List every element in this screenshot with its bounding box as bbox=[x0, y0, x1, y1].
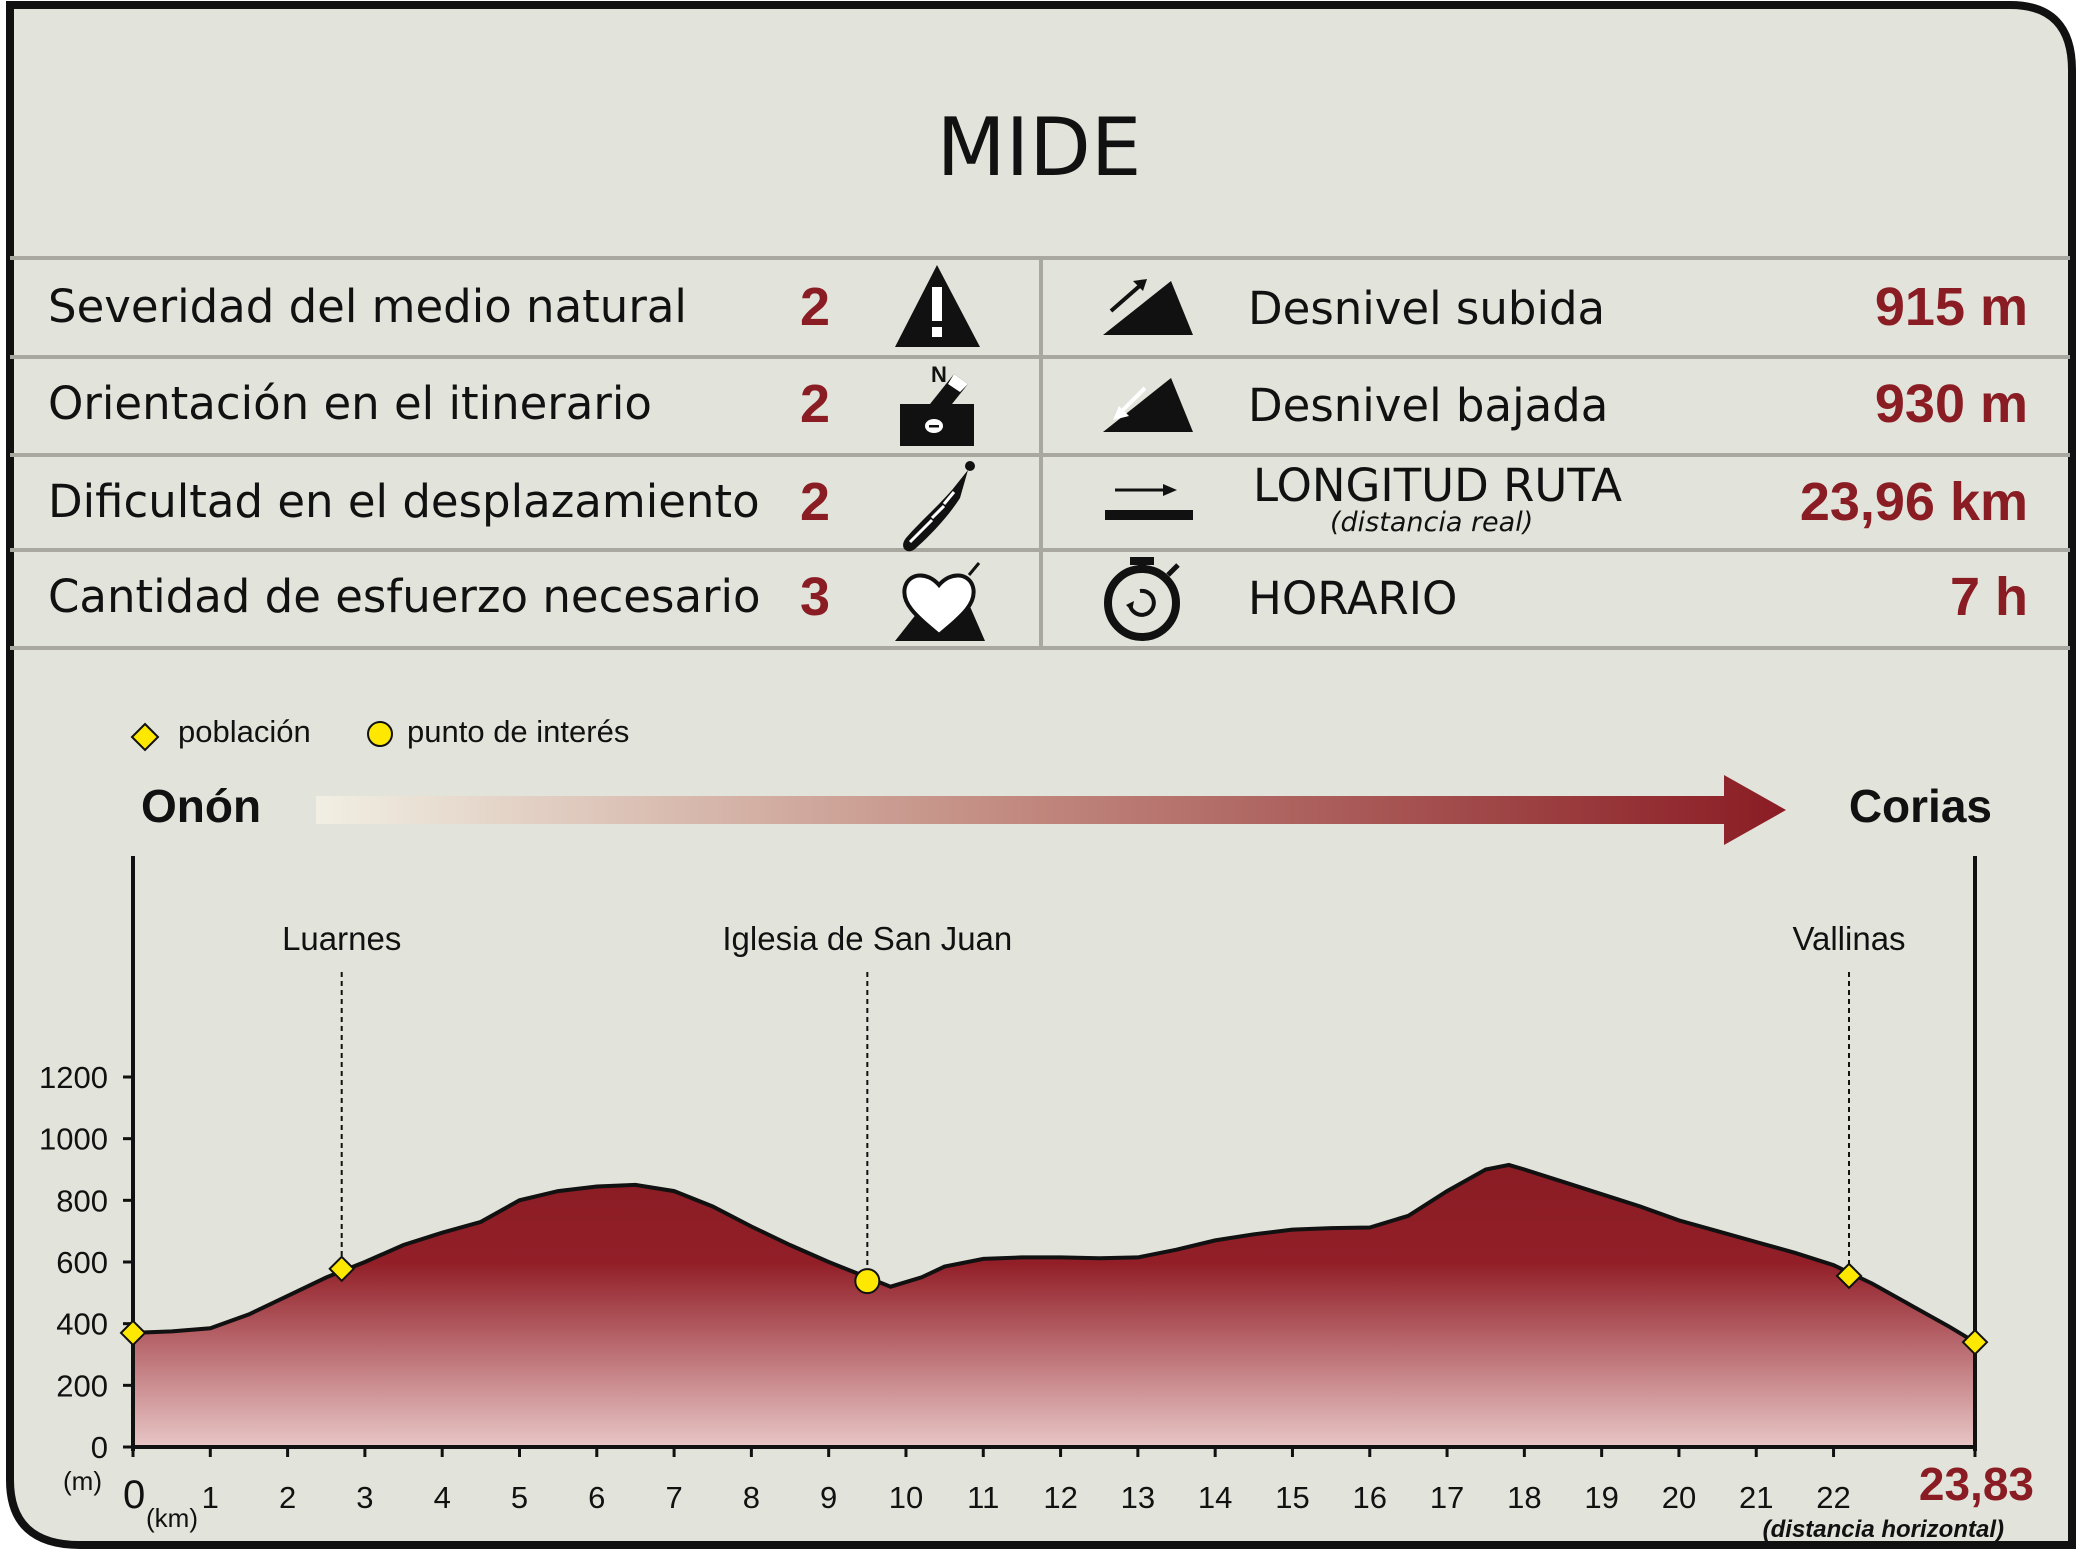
x-tick-label: 15 bbox=[1275, 1480, 1309, 1515]
legend-town-label: población bbox=[178, 714, 311, 749]
x-tick-label: 5 bbox=[511, 1480, 528, 1515]
route-row-value: 930 m bbox=[1874, 374, 2028, 434]
point-label: Vallinas bbox=[1792, 920, 1905, 957]
mide-row-value: 2 bbox=[800, 374, 831, 434]
route-row-value: 7 h bbox=[1949, 567, 2028, 627]
x-tick-label: 18 bbox=[1507, 1480, 1541, 1515]
x-tick-label: 21 bbox=[1739, 1480, 1773, 1515]
route-row-value: 915 m bbox=[1874, 277, 2028, 337]
town-marker bbox=[1835, 1262, 1863, 1290]
x-tick-label: 20 bbox=[1662, 1480, 1696, 1515]
x-tick-label: 8 bbox=[743, 1480, 760, 1515]
start-location: Onón bbox=[141, 780, 261, 832]
x-tick-label: 14 bbox=[1198, 1480, 1232, 1515]
x-axis-unit: (km) bbox=[146, 1503, 198, 1533]
y-tick-label: 1200 bbox=[39, 1060, 108, 1095]
footprint-icon bbox=[903, 461, 975, 552]
distance-arrow-icon bbox=[1105, 484, 1193, 520]
mide-row-value: 2 bbox=[800, 277, 831, 337]
mide-row-value: 2 bbox=[800, 472, 831, 532]
x-tick-label: 22 bbox=[1816, 1480, 1850, 1515]
descent-slope-icon bbox=[1103, 378, 1193, 432]
x-tick-label: 0 bbox=[123, 1473, 145, 1517]
svg-text:N: N bbox=[931, 362, 947, 387]
warning-triangle-icon bbox=[895, 265, 980, 347]
mide-row-label: Dificultad en el desplazamiento bbox=[48, 475, 760, 528]
y-tick-label: 600 bbox=[56, 1245, 108, 1280]
page-title: MIDE bbox=[937, 101, 1142, 194]
town-marker bbox=[328, 1255, 356, 1283]
x-tick-label: 2 bbox=[279, 1480, 296, 1515]
y-tick-label: 200 bbox=[56, 1368, 108, 1403]
y-tick-label: 1000 bbox=[39, 1122, 108, 1157]
legend-poi-label: punto de interés bbox=[407, 714, 629, 749]
panel-frame bbox=[6, 1, 2076, 1549]
x-tick-label: 10 bbox=[889, 1480, 923, 1515]
elevation-area bbox=[133, 1164, 1975, 1447]
y-axis-unit: (m) bbox=[63, 1466, 102, 1496]
town-marker-icon bbox=[130, 722, 160, 752]
route-row-label: Desnivel bajada bbox=[1248, 379, 1609, 432]
y-tick-label: 400 bbox=[56, 1307, 108, 1342]
route-row-label: HORARIO bbox=[1248, 572, 1458, 625]
x-tick-label: 1 bbox=[202, 1480, 219, 1515]
x-tick-label: 11 bbox=[967, 1480, 999, 1515]
mide-table-grid bbox=[10, 256, 2070, 650]
end-distance-label: 23,83 bbox=[1919, 1458, 2034, 1510]
x-tick-label: 19 bbox=[1584, 1480, 1618, 1515]
direction-arrow bbox=[316, 775, 1786, 845]
point-label: Luarnes bbox=[282, 920, 401, 957]
x-tick-label: 6 bbox=[588, 1480, 605, 1515]
y-tick-label: 0 bbox=[91, 1430, 108, 1465]
x-tick-label: 3 bbox=[356, 1480, 373, 1515]
x-tick-label: 16 bbox=[1353, 1480, 1387, 1515]
route-row-label: LONGITUD RUTA bbox=[1253, 459, 1623, 512]
end-location: Corias bbox=[1849, 780, 1992, 832]
compass-orientation-icon: N bbox=[900, 362, 974, 446]
x-tick-label: 17 bbox=[1430, 1480, 1464, 1515]
x-tick-label: 7 bbox=[665, 1480, 682, 1515]
mide-row-label: Severidad del medio natural bbox=[48, 280, 687, 333]
mide-row-value: 3 bbox=[800, 567, 831, 627]
x-tick-label: 9 bbox=[820, 1480, 837, 1515]
poi-marker-icon bbox=[367, 721, 393, 747]
mide-row-label: Cantidad de esfuerzo necesario bbox=[48, 570, 761, 623]
x-tick-label: 12 bbox=[1043, 1480, 1077, 1515]
elevation-line bbox=[132, 1162, 1977, 1344]
poi-marker bbox=[854, 1268, 881, 1295]
ascent-slope-icon bbox=[1103, 279, 1193, 335]
route-row-sublabel: (distancia real) bbox=[1330, 507, 1534, 538]
stopwatch-icon bbox=[1104, 557, 1180, 641]
mide-row-label: Orientación en el itinerario bbox=[48, 377, 652, 430]
route-row-value: 23,96 km bbox=[1799, 472, 2028, 532]
town-marker bbox=[1961, 1328, 1989, 1356]
x-tick-label: 4 bbox=[434, 1480, 451, 1515]
end-distance-note: (distancia horizontal) bbox=[1763, 1516, 2004, 1543]
route-row-label: Desnivel subida bbox=[1248, 282, 1606, 335]
town-marker bbox=[119, 1319, 147, 1347]
x-tick-label: 13 bbox=[1121, 1480, 1155, 1515]
point-label: Iglesia de San Juan bbox=[722, 920, 1012, 957]
y-tick-label: 800 bbox=[56, 1183, 108, 1218]
heart-mountain-icon bbox=[895, 562, 985, 641]
